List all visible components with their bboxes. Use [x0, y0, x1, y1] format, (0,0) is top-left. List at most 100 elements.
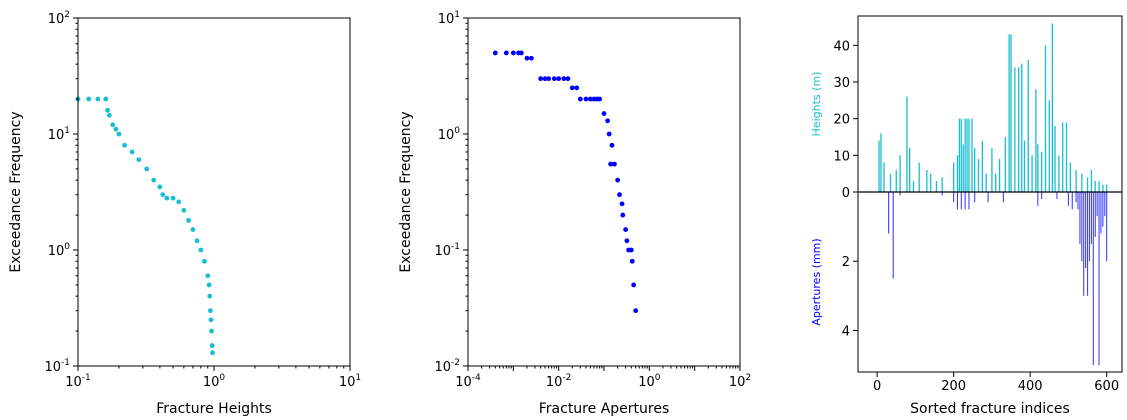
panel2-ylabel: Exceedance Frequency	[398, 111, 414, 272]
panel2-point-28	[615, 177, 621, 183]
panel1-point-3	[103, 96, 109, 102]
panel1-xlabel: Fracture Heights	[156, 401, 272, 417]
panel1-point-10	[129, 149, 135, 155]
panel2-point-25	[609, 142, 615, 148]
panel1-point-6	[110, 122, 116, 128]
panel2-point-22	[601, 111, 607, 116]
panel3-height-tick-label-1: 10	[833, 149, 850, 164]
panel3-xtick-label-0: 0	[873, 379, 881, 394]
panel2-point-27	[612, 161, 617, 167]
panel2-point-9	[546, 76, 552, 82]
panel1-xtick-label-0: 10-1	[65, 373, 91, 390]
panel1-point-7	[113, 126, 119, 132]
panel2-ytick-label-1: 10-1	[434, 242, 460, 259]
panel1-point-18	[176, 199, 182, 205]
panel2-point-23	[605, 118, 610, 124]
panel2-point-0	[492, 50, 498, 56]
panel1-point-31	[209, 343, 215, 348]
panel2-xtick-label-3: 102	[729, 373, 751, 390]
panel1-point-13	[151, 177, 157, 183]
panel1-point-24	[202, 258, 207, 264]
panel3-height-tick-label-4: 40	[833, 39, 850, 54]
panel1-point-8	[116, 131, 122, 137]
panel3-xtick-label-2: 400	[1018, 379, 1043, 394]
panel2-point-15	[574, 85, 580, 91]
panel3-xtick-label-1: 200	[941, 379, 966, 394]
panel2-point-7	[538, 76, 544, 82]
panel1-xtick-label-1: 100	[203, 373, 226, 390]
panel2-point-13	[565, 76, 571, 82]
panel1-point-25	[205, 273, 211, 279]
panel3-height-tick-label-0: 0	[842, 186, 850, 201]
panel2-ytick-label-0: 10-2	[434, 358, 460, 375]
panel3-heights-label: Heights (m)	[810, 72, 823, 137]
panel2-point-37	[631, 282, 637, 288]
panel1-point-2	[95, 96, 101, 102]
panel1-point-4	[105, 107, 110, 113]
panel1-point-28	[207, 308, 213, 314]
panel2-point-30	[619, 201, 625, 207]
panel2-xtick-label-2: 100	[638, 373, 661, 390]
panel2-point-10	[551, 76, 557, 82]
panel2-point-11	[556, 76, 562, 82]
panel2-xtick-label-0: 10-4	[455, 373, 481, 390]
panel1-ytick-label-0: 10-1	[44, 358, 70, 375]
panel3-aperture-tick-label-1: 4	[842, 324, 850, 339]
panel2-ytick-label-2: 100	[438, 126, 461, 143]
panel1-point-19	[181, 207, 187, 213]
panel2-point-38	[633, 308, 639, 314]
panel1-point-30	[209, 328, 214, 334]
panel2-point-5	[524, 55, 530, 61]
panel2-point-8	[542, 76, 548, 82]
panel2-point-4	[518, 50, 524, 56]
panel2-point-26	[608, 161, 614, 167]
panel3-aperture-tick-label-0: 2	[842, 255, 850, 270]
panel2-xtick-label-1: 10-2	[546, 373, 572, 390]
panel1-point-17	[170, 195, 176, 201]
panel1-ytick-label-3: 102	[48, 10, 70, 27]
panel2-point-21	[597, 96, 603, 102]
panel2-point-1	[503, 50, 509, 56]
panel2-point-33	[624, 238, 630, 244]
panel1-point-14	[157, 184, 163, 190]
panel2-point-12	[561, 76, 567, 82]
panel1-point-29	[208, 317, 214, 323]
panel2-point-14	[569, 85, 575, 91]
panel1-point-32	[210, 350, 215, 356]
panel2-frame	[467, 17, 741, 367]
panel2-xlabel: Fracture Apertures	[539, 401, 670, 417]
panel2-point-18	[587, 96, 593, 102]
panel1-ytick-label-1: 100	[48, 242, 71, 259]
panel1-point-11	[136, 157, 142, 163]
panel2-point-31	[620, 212, 626, 218]
panel1-point-23	[198, 247, 204, 253]
panel2-ytick-label-3: 101	[438, 10, 460, 27]
panel1-frame	[77, 17, 351, 367]
panel2-point-6	[528, 55, 534, 61]
panel1-xtick-label-2: 101	[339, 373, 361, 390]
panel2-point-16	[577, 96, 583, 102]
panel1-point-12	[144, 166, 150, 172]
panel1-point-5	[106, 112, 112, 118]
panel1-point-22	[194, 238, 200, 244]
panel3-apertures-label: Apertures (mm)	[810, 238, 823, 325]
panel1-point-21	[190, 227, 196, 232]
panel2-point-35	[628, 247, 634, 253]
panel2-point-24	[606, 131, 612, 137]
panel1-point-16	[164, 195, 170, 201]
panel1-point-9	[122, 142, 127, 148]
panel1-point-26	[206, 282, 212, 288]
panel3-height-tick-label-3: 30	[833, 76, 850, 91]
panel3-height-tick-label-2: 20	[833, 113, 850, 128]
panel1-point-27	[207, 293, 213, 299]
panel2-point-32	[623, 227, 629, 232]
panel1-point-1	[86, 96, 92, 102]
panel1-point-20	[186, 217, 191, 223]
panel1-point-15	[160, 192, 166, 198]
panel3-frame	[857, 15, 1123, 373]
panel1-ylabel: Exceedance Frequency	[8, 111, 24, 272]
panel2-point-2	[510, 50, 516, 56]
panel2-point-36	[629, 258, 635, 264]
panel3-xtick-label-3: 600	[1094, 379, 1119, 394]
